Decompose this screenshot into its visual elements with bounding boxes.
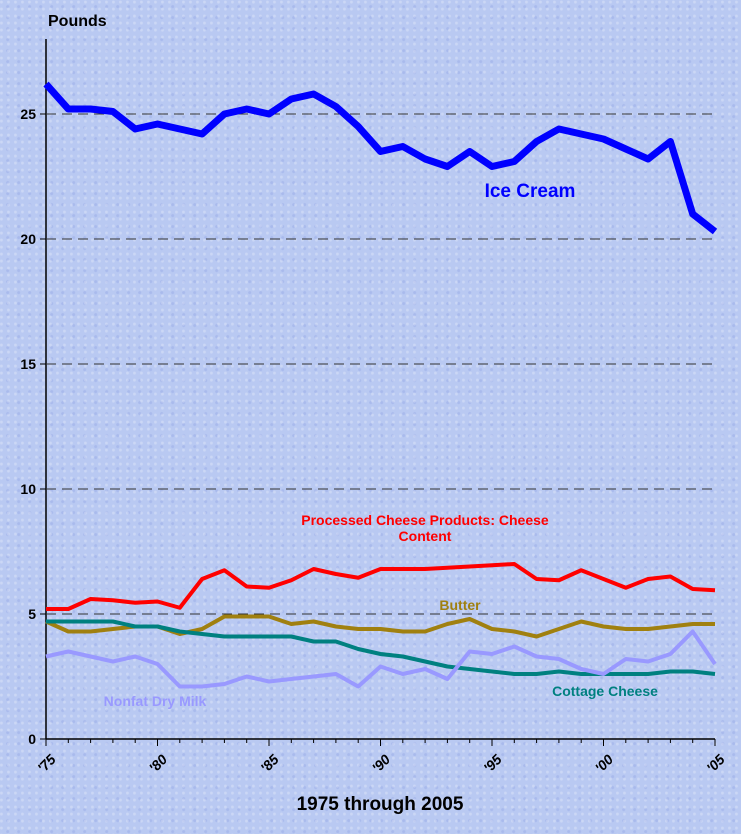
series-line bbox=[46, 562, 716, 611]
y-tick-label: 25 bbox=[20, 106, 36, 122]
x-tick-label: '00 bbox=[592, 751, 617, 776]
y-axis-label: Pounds bbox=[48, 13, 107, 30]
y-tick-label: 10 bbox=[20, 481, 36, 497]
x-tick-label: '80 bbox=[146, 751, 171, 776]
x-axis-label: 1975 through 2005 bbox=[297, 794, 464, 815]
x-tick-label: '90 bbox=[369, 751, 394, 776]
series-label: Butter bbox=[439, 597, 481, 613]
series-line bbox=[43, 81, 718, 235]
y-tick-label: 5 bbox=[28, 606, 36, 622]
series-label: Cottage Cheese bbox=[552, 683, 658, 699]
y-tick-label: 15 bbox=[20, 356, 36, 372]
series-line bbox=[45, 629, 717, 689]
x-tick-label: '05 bbox=[703, 751, 728, 776]
series-label: Ice Cream bbox=[484, 181, 576, 202]
series-label: Nonfat Dry Milk bbox=[103, 693, 207, 709]
y-tick-label: 20 bbox=[20, 231, 36, 247]
x-tick-label: '95 bbox=[480, 751, 505, 776]
series-label: Processed Cheese Products: Cheese Conten… bbox=[301, 512, 549, 544]
y-tick-label: 0 bbox=[28, 731, 36, 747]
x-tick-label: '85 bbox=[257, 751, 282, 776]
x-tick-label: '75 bbox=[34, 751, 59, 776]
